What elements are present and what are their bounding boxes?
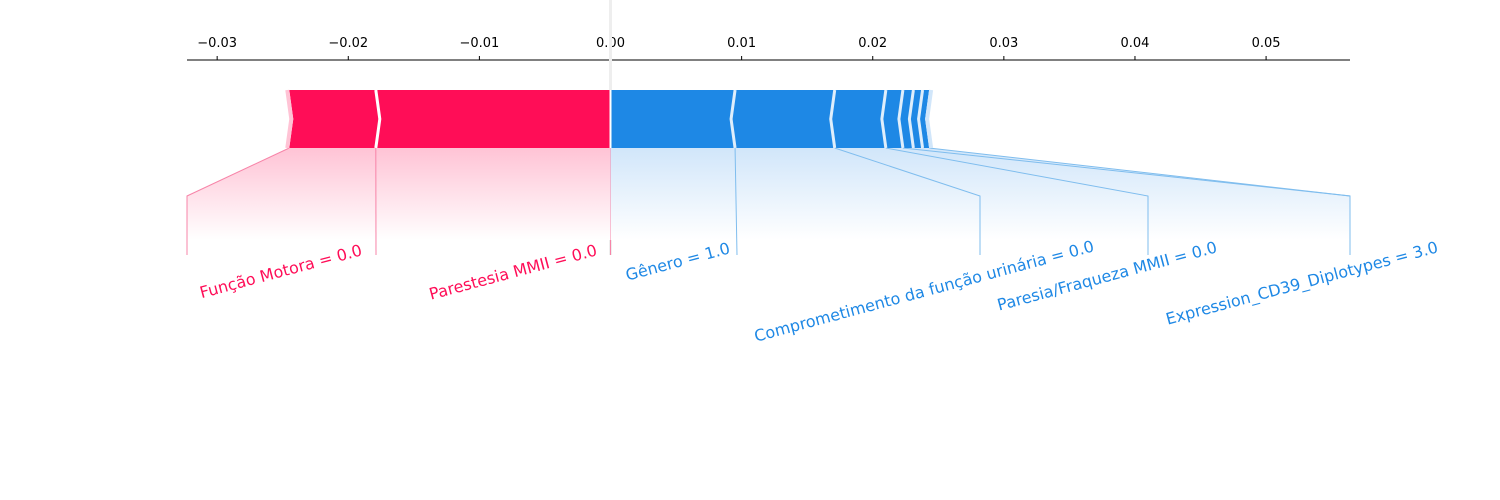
negative-connector bbox=[929, 147, 1351, 255]
positive-bar-segment bbox=[375, 90, 611, 148]
positive-connector bbox=[186, 147, 290, 255]
negative-bar-segment bbox=[881, 90, 903, 148]
feature-labels: Função Motora = 0.0 Parestesia MMII = 0.0… bbox=[198, 237, 1441, 346]
x-axis: −0.03−0.02−0.010.000.010.020.030.040.050… bbox=[187, 0, 1350, 255]
negative-bar-separator bbox=[917, 89, 925, 149]
x-tick-label: 0.04 bbox=[1120, 36, 1149, 51]
positive-bar-separator bbox=[374, 89, 382, 149]
negative-connector bbox=[885, 147, 1149, 255]
positive-bar-segment bbox=[289, 90, 380, 148]
positive-fan-fill bbox=[187, 148, 611, 240]
negative-connector bbox=[834, 147, 981, 255]
x-tick-label: −0.03 bbox=[197, 36, 237, 51]
negative-bar-segment bbox=[830, 90, 886, 148]
base-value-label: 0.00 bbox=[595, 0, 631, 4]
negative-fan-fill bbox=[610, 148, 1350, 240]
force-bar bbox=[285, 89, 934, 149]
negative-bar-separator bbox=[897, 89, 905, 149]
positive-bar-edge bbox=[285, 89, 294, 149]
x-tick-label: 0.01 bbox=[727, 36, 756, 51]
x-tick-label: 0.05 bbox=[1252, 36, 1281, 51]
negative-bar-separator bbox=[729, 89, 737, 149]
negative-bar-separator bbox=[829, 89, 837, 149]
negative-feature-label: Paresia/Fraqueza MMII = 0.0 bbox=[995, 238, 1219, 315]
x-tick-label: −0.02 bbox=[328, 36, 368, 51]
negative-bar-segment bbox=[898, 90, 914, 148]
x-tick-label: −0.01 bbox=[459, 36, 499, 51]
positive-feature-label: Função Motora = 0.0 bbox=[198, 241, 364, 303]
negative-bar-separator bbox=[880, 89, 888, 149]
negative-feature-label: Gênero = 1.0 bbox=[624, 239, 733, 285]
x-tick-label: 0.02 bbox=[858, 36, 887, 51]
x-tick-label: 0.03 bbox=[989, 36, 1018, 51]
negative-bar-segment bbox=[610, 90, 736, 148]
negative-bar-edge bbox=[925, 89, 934, 149]
negative-bar-segment bbox=[731, 90, 835, 148]
negative-bar-separator bbox=[907, 89, 915, 149]
negative-connector bbox=[734, 147, 738, 256]
label-connectors bbox=[186, 147, 1351, 256]
positive-feature-label: Parestesia MMII = 0.0 bbox=[427, 241, 599, 304]
